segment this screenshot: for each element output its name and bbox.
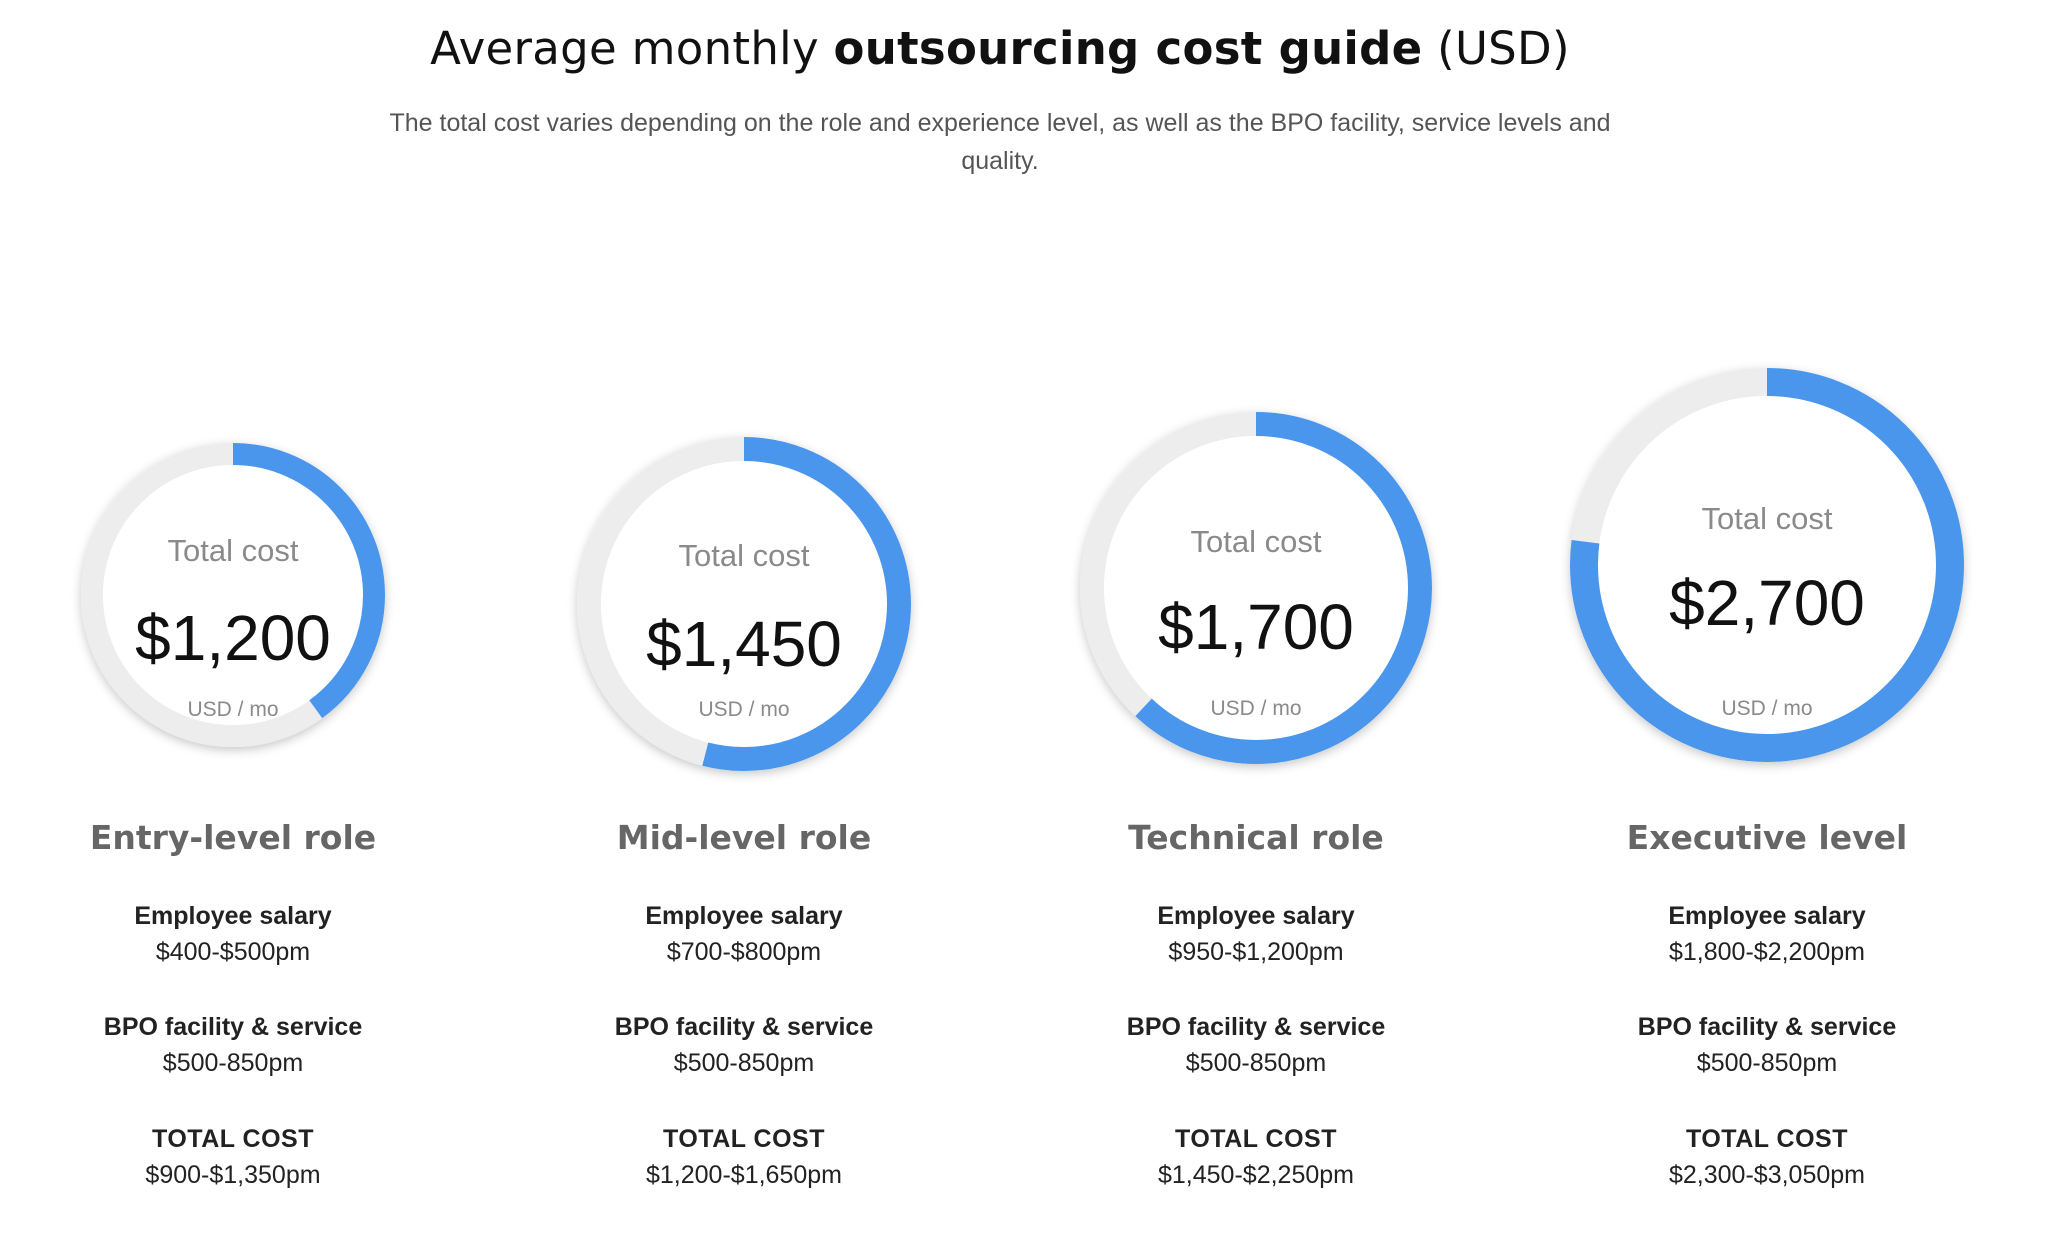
ring-center (1598, 396, 1936, 734)
ring-unit: USD / mo (187, 698, 279, 721)
cost-ring: Total cost $2,700 USD / mo (1570, 368, 1964, 762)
total-cost-range: $2,300-$3,050pm (1669, 1161, 1865, 1189)
ring-progress-arc (577, 437, 911, 771)
facility-label: BPO facility & service (614, 1013, 874, 1041)
salary-value: $1,800-$2,200pm (1669, 938, 1865, 966)
ring-unit: USD / mo (1210, 697, 1302, 720)
ring-total-value: $1,200 (135, 602, 331, 674)
facility-label: BPO facility & service (1637, 1013, 1897, 1041)
ring-total-value: $1,700 (1158, 591, 1354, 663)
cost-ring-graphic (1080, 412, 1432, 764)
page-title: Average monthly outsourcing cost guide (… (0, 22, 2000, 75)
total-cost-label: TOTAL COST (663, 1125, 825, 1153)
facility-value: $500-850pm (1696, 1049, 1838, 1077)
ring-unit: USD / mo (698, 698, 790, 721)
ring-total-value: $1,450 (646, 608, 842, 680)
ring-progress-arc (1570, 368, 1964, 762)
ring-progress-arc (1080, 412, 1432, 764)
salary-label: Employee salary (645, 902, 843, 930)
role-name: Executive level (1626, 818, 1908, 857)
salary-value: $950-$1,200pm (1168, 938, 1344, 966)
ring-center (103, 465, 363, 725)
total-cost-label: TOTAL COST (1175, 1125, 1337, 1153)
facility-label: BPO facility & service (103, 1013, 363, 1041)
pricing-card-executive: Total cost $2,700 USD / mo Executive lev… (1557, 0, 1977, 1256)
page-title-prefix: Average monthly (430, 22, 834, 75)
facility-label: BPO facility & service (1126, 1013, 1386, 1041)
ring-unit: USD / mo (1721, 697, 1813, 720)
total-cost-range: $1,450-$2,250pm (1158, 1161, 1354, 1189)
role-name: Technical role (1128, 818, 1384, 857)
pricing-card-entry: Total cost $1,200 USD / mo Entry-level r… (23, 0, 443, 1256)
role-name: Entry-level role (89, 818, 377, 857)
pricing-card-technical: Total cost $1,700 USD / mo Technical rol… (1046, 0, 1466, 1256)
ring-center (601, 461, 887, 747)
cost-ring: Total cost $1,700 USD / mo (1080, 412, 1432, 764)
cost-ring: Total cost $1,450 USD / mo (577, 437, 911, 771)
cost-ring: Total cost $1,200 USD / mo (81, 443, 385, 747)
facility-value: $500-850pm (1185, 1049, 1327, 1077)
salary-label: Employee salary (1668, 902, 1866, 930)
role-name: Mid-level role (616, 818, 872, 857)
total-cost-range: $900-$1,350pm (145, 1161, 321, 1189)
salary-value: $700-$800pm (666, 938, 822, 966)
pricing-card-mid: Total cost $1,450 USD / mo Mid-level rol… (534, 0, 954, 1256)
page-subtitle: The total cost varies depending on the r… (389, 109, 1611, 175)
total-cost-label: TOTAL COST (152, 1125, 314, 1153)
total-cost-label: TOTAL COST (1686, 1125, 1848, 1153)
salary-label: Employee salary (134, 902, 332, 930)
ring-label: Total cost (1701, 501, 1833, 536)
total-cost-range: $1,200-$1,650pm (646, 1161, 842, 1189)
page-title-suffix: (USD) (1422, 22, 1570, 75)
cost-ring-graphic (81, 443, 385, 747)
facility-value: $500-850pm (673, 1049, 815, 1077)
ring-label: Total cost (678, 538, 810, 573)
ring-center (1104, 436, 1408, 740)
salary-label: Employee salary (1157, 902, 1355, 930)
page-title-bold: outsourcing cost guide (833, 22, 1423, 75)
facility-value: $500-850pm (162, 1049, 304, 1077)
cost-ring-graphic (1570, 368, 1964, 762)
salary-value: $400-$500pm (155, 938, 311, 966)
ring-label: Total cost (167, 533, 299, 568)
cost-ring-graphic (577, 437, 911, 771)
ring-label: Total cost (1190, 524, 1322, 559)
ring-progress-arc (81, 443, 385, 747)
ring-total-value: $2,700 (1669, 567, 1865, 639)
